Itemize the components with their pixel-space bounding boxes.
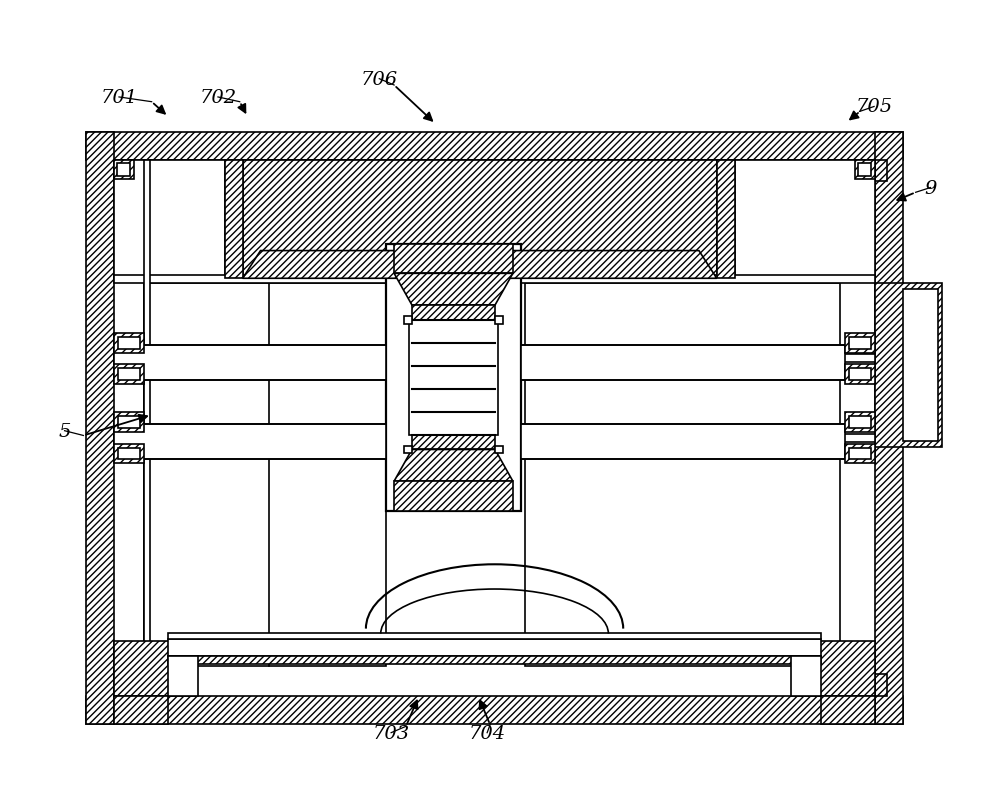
Bar xyxy=(144,284,386,363)
Bar xyxy=(114,696,168,723)
Bar xyxy=(118,448,140,460)
Bar xyxy=(144,363,386,434)
Bar xyxy=(114,365,144,385)
Bar xyxy=(114,160,134,180)
Bar xyxy=(118,416,140,428)
Bar xyxy=(86,696,903,723)
Bar xyxy=(386,245,521,511)
Bar xyxy=(117,164,130,177)
Text: 701: 701 xyxy=(100,89,138,107)
Text: 9: 9 xyxy=(924,180,937,197)
Bar xyxy=(521,424,845,460)
Bar xyxy=(875,674,887,696)
Bar xyxy=(144,160,150,696)
Polygon shape xyxy=(243,251,717,279)
Bar xyxy=(168,633,821,638)
Bar xyxy=(118,338,140,349)
Bar xyxy=(86,132,903,160)
Bar xyxy=(409,321,498,435)
Bar xyxy=(816,642,875,696)
Bar xyxy=(903,290,938,441)
Bar xyxy=(717,160,735,279)
Bar xyxy=(875,132,903,723)
Bar xyxy=(118,369,140,381)
Bar xyxy=(495,446,503,454)
Bar xyxy=(495,317,503,324)
Bar xyxy=(394,481,513,511)
Bar xyxy=(114,434,875,442)
Bar xyxy=(243,160,717,279)
Bar xyxy=(404,317,412,324)
Bar xyxy=(521,345,845,381)
Bar xyxy=(168,638,821,657)
Bar xyxy=(144,442,386,666)
Bar xyxy=(858,164,871,177)
Bar xyxy=(86,132,114,723)
Bar xyxy=(845,412,875,432)
Bar xyxy=(404,446,412,454)
Bar xyxy=(114,276,875,284)
Polygon shape xyxy=(394,450,513,481)
Text: 702: 702 xyxy=(199,89,237,107)
Bar xyxy=(855,160,875,180)
Text: 705: 705 xyxy=(856,99,893,116)
Bar xyxy=(114,642,173,696)
Bar xyxy=(735,160,875,279)
Bar xyxy=(875,284,942,447)
Bar xyxy=(114,412,144,432)
Bar xyxy=(849,369,871,381)
Text: 704: 704 xyxy=(469,723,506,742)
Bar xyxy=(225,160,243,279)
Bar xyxy=(849,448,871,460)
Bar xyxy=(168,657,198,696)
Bar xyxy=(845,334,875,353)
Bar xyxy=(849,416,871,428)
Bar xyxy=(168,657,821,664)
Bar xyxy=(114,334,144,353)
Bar xyxy=(821,696,875,723)
Text: 703: 703 xyxy=(373,723,410,742)
Bar xyxy=(845,444,875,464)
Bar xyxy=(525,363,840,434)
Bar xyxy=(849,338,871,349)
Bar xyxy=(791,657,821,696)
Text: 5: 5 xyxy=(58,422,71,440)
Bar xyxy=(394,245,513,274)
Bar xyxy=(525,442,840,666)
Bar xyxy=(525,284,840,363)
Bar xyxy=(114,424,386,460)
Bar xyxy=(845,365,875,385)
Bar xyxy=(114,444,144,464)
Bar xyxy=(114,355,875,363)
Text: 706: 706 xyxy=(361,71,398,88)
Bar xyxy=(114,345,386,381)
Bar xyxy=(412,306,495,321)
Bar xyxy=(412,435,495,450)
Polygon shape xyxy=(394,274,513,306)
Bar xyxy=(875,160,887,182)
Bar xyxy=(114,160,225,279)
